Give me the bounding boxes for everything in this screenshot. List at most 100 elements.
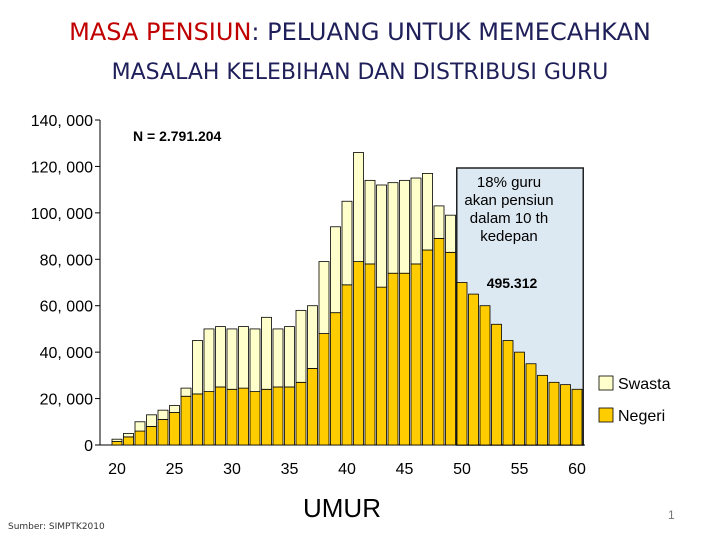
y-tick-label: 100, 000 xyxy=(31,206,93,223)
bar-swasta xyxy=(387,182,399,274)
source-note: Sumber: SIMPTK2010 xyxy=(8,522,105,532)
chart-title-line2: MASALAH KELEBIHAN DAN DISTRIBUSI GURU xyxy=(111,60,609,85)
bar-swasta xyxy=(169,405,180,413)
bar-negeri xyxy=(422,249,433,446)
y-tick-label: 60, 000 xyxy=(40,299,93,316)
box-annotation-line: 18% guru xyxy=(477,174,541,191)
bar-negeri xyxy=(376,286,387,446)
bar-negeri xyxy=(433,237,445,446)
bar-swasta xyxy=(284,326,295,388)
bar-negeri xyxy=(468,293,479,446)
bar-swasta xyxy=(249,328,261,393)
bar-negeri xyxy=(445,251,456,446)
bar-negeri xyxy=(353,261,364,446)
bar-negeri xyxy=(456,282,468,446)
bar-swasta xyxy=(123,432,134,438)
bar-swasta xyxy=(203,328,215,393)
bar-negeri xyxy=(180,395,192,446)
bar-swasta xyxy=(272,328,284,388)
bar-swasta xyxy=(146,414,157,427)
bar-negeri xyxy=(491,323,502,446)
bar-negeri xyxy=(249,391,261,446)
bar-swasta xyxy=(295,309,307,383)
box-annotation-line: kedepan xyxy=(480,228,538,245)
bar-swasta xyxy=(376,184,387,288)
x-tick-label: 25 xyxy=(166,461,184,478)
title-rest: : PELUANG UNTUK MEMECAHKAN xyxy=(251,18,651,46)
bar-swasta xyxy=(261,316,272,390)
bar-negeri xyxy=(399,272,410,446)
bar-negeri xyxy=(514,351,525,446)
bar-negeri xyxy=(261,388,272,446)
bar-swasta xyxy=(399,179,410,274)
legend-label-swasta: Swasta xyxy=(618,376,671,393)
bar-negeri xyxy=(272,386,284,446)
bar-negeri xyxy=(410,263,422,446)
x-tick-label: 35 xyxy=(281,461,299,478)
page-number: 1 xyxy=(668,508,675,522)
bar-negeri xyxy=(341,284,353,446)
bar-swasta xyxy=(307,305,318,369)
box-annotation-value: 495.312 xyxy=(487,275,538,291)
bar-negeri xyxy=(364,263,376,446)
legend-swatch-negeri xyxy=(598,407,614,423)
bar-negeri xyxy=(284,386,295,446)
x-tick-label: 40 xyxy=(338,461,356,478)
bar-swasta xyxy=(226,328,238,390)
x-axis-title: UMUR xyxy=(303,493,381,523)
x-tick-label: 50 xyxy=(453,461,471,478)
bar-swasta xyxy=(215,326,226,388)
bar-swasta xyxy=(364,179,376,265)
bar-negeri xyxy=(307,367,318,446)
bar-swasta xyxy=(341,200,353,286)
y-tick-label: 120, 000 xyxy=(31,159,93,176)
bar-swasta xyxy=(111,438,123,442)
bar-negeri xyxy=(134,430,146,446)
y-tick-label: 40, 000 xyxy=(40,345,93,362)
bar-negeri xyxy=(169,412,180,446)
x-tick-label: 20 xyxy=(108,461,126,478)
bar-negeri xyxy=(192,393,203,446)
bar-negeri xyxy=(203,391,215,446)
bar-negeri xyxy=(215,386,226,446)
y-tick-label: 140, 000 xyxy=(31,113,93,130)
bar-negeri xyxy=(571,388,583,446)
bar-negeri xyxy=(330,312,341,446)
y-tick-label: 80, 000 xyxy=(40,252,93,269)
chart-title-line1: MASA PENSIUN: PELUANG UNTUK MEMECAHKAN xyxy=(0,18,720,46)
bar-negeri xyxy=(123,436,134,446)
box-annotation-line: dalam 10 th xyxy=(470,210,548,227)
x-tick-label: 55 xyxy=(511,461,529,478)
bar-swasta xyxy=(330,226,341,314)
bar-negeri xyxy=(560,384,571,446)
x-tick-label: 45 xyxy=(396,461,414,478)
box-annotation-line: akan pensiun xyxy=(464,192,553,209)
bar-swasta xyxy=(422,172,433,251)
bar-negeri xyxy=(479,305,491,446)
x-tick-label: 30 xyxy=(223,461,241,478)
bar-negeri xyxy=(548,381,560,446)
bar-negeri xyxy=(111,441,123,446)
title-highlight: MASA PENSIUN xyxy=(69,18,252,46)
legend-label-negeri: Negeri xyxy=(618,408,665,425)
y-tick-label: 20, 000 xyxy=(40,392,93,409)
x-tick-label: 60 xyxy=(568,461,586,478)
bar-swasta xyxy=(433,205,445,239)
y-tick-label: 0 xyxy=(84,438,93,455)
n-total-label: N = 2.791.204 xyxy=(133,128,222,144)
bar-swasta xyxy=(318,261,330,334)
bar-negeri xyxy=(318,333,330,446)
bar-negeri xyxy=(502,340,514,446)
bar-negeri xyxy=(226,388,238,446)
bar-negeri xyxy=(146,426,157,446)
bar-swasta xyxy=(180,387,192,397)
bar-swasta xyxy=(192,340,203,395)
bar-swasta xyxy=(238,326,249,389)
bar-swasta xyxy=(445,214,456,253)
bar-negeri xyxy=(157,419,169,446)
bar-negeri xyxy=(295,381,307,446)
bar-negeri xyxy=(525,363,537,446)
bar-swasta xyxy=(157,409,169,420)
bar-swasta xyxy=(353,152,364,263)
